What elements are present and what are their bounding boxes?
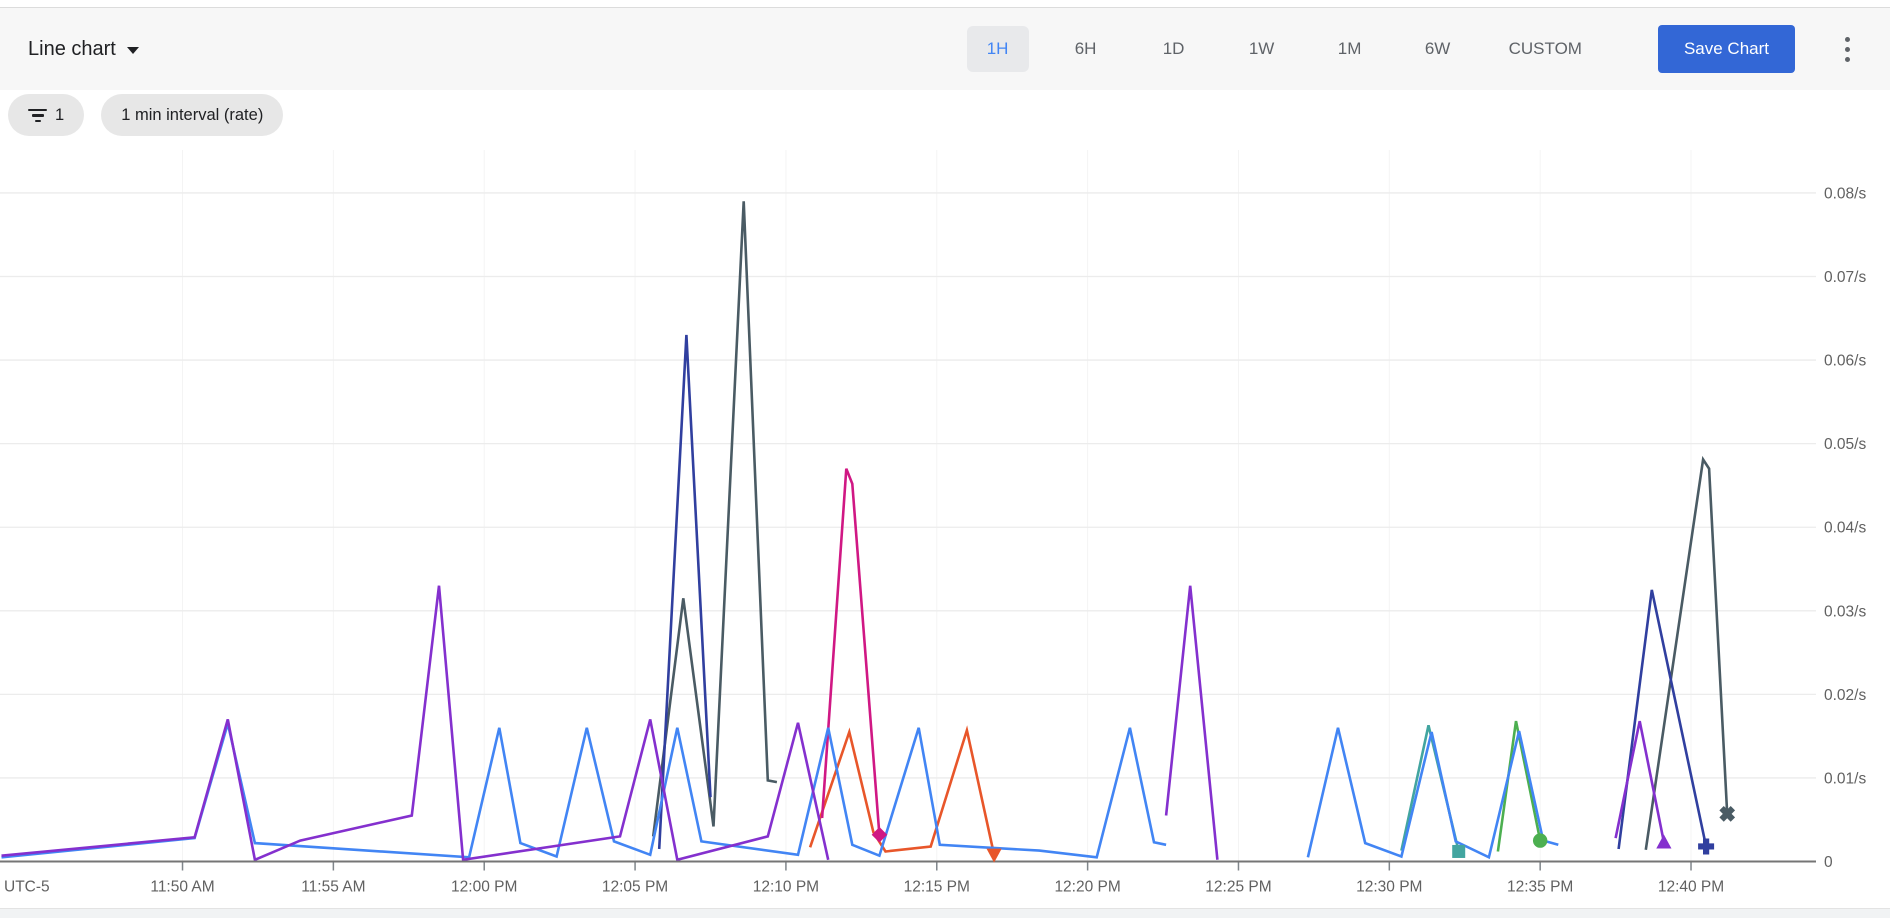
svg-text:12:40 PM: 12:40 PM [1658,879,1724,896]
y-gridlines [0,192,1816,779]
x-axis-ticks [181,862,1692,871]
svg-text:0.06/s: 0.06/s [1824,353,1866,370]
y-tick-labels: 0 0.01/s 0.02/s 0.03/s 0.04/s 0.05/s 0.06/s 0.0… [1824,185,1866,871]
series-line-blue [1,723,1559,860]
filter-count-label: 1 [55,105,65,124]
series-line-navy [657,334,1708,850]
svg-text:11:55 AM: 11:55 AM [301,879,365,896]
more-vert-icon[interactable] [1839,31,1856,68]
timezone-label: UTC-5 [4,879,50,896]
series-line-purple [1,585,1666,862]
save-chart-button[interactable]: Save Chart [1657,25,1795,73]
series-line-green [1496,720,1542,852]
svg-text:12:35 PM: 12:35 PM [1507,879,1573,896]
chart-type-label: Line chart [28,37,116,60]
filter-list-icon [28,108,47,123]
range-button-1m[interactable]: 1M [1319,26,1381,72]
svg-text:0: 0 [1824,854,1833,871]
marker-diamond-series-magenta [871,826,888,843]
svg-text:12:25 PM: 12:25 PM [1205,879,1271,896]
svg-text:11:50 AM: 11:50 AM [150,879,214,896]
svg-text:0.08/s: 0.08/s [1824,185,1866,202]
range-button-custom[interactable]: CUSTOM [1495,26,1596,72]
svg-text:12:15 PM: 12:15 PM [904,879,970,896]
svg-text:12:10 PM: 12:10 PM [753,879,819,896]
svg-text:0.07/s: 0.07/s [1824,269,1866,286]
range-button-6w[interactable]: 6W [1407,26,1469,72]
range-button-1h[interactable]: 1H [966,26,1029,72]
svg-text:0.01/s: 0.01/s [1824,770,1866,787]
interval-chip-label: 1 min interval (rate) [121,105,264,124]
chart-header: Line chart 1H 6H 1D 1W 1M 6W CUSTOM Save Chart [0,7,1890,90]
series-line-teal [1400,724,1460,852]
marker-circle-series-green [1532,833,1548,848]
series-end-markers [871,806,1736,863]
time-range-selector: 1H 6H 1D 1W 1M 6W CUSTOM [966,26,1596,72]
range-button-6h[interactable]: 6H [1055,26,1117,72]
range-button-1w[interactable]: 1W [1231,26,1293,72]
interval-chip[interactable]: 1 min interval (rate) [101,94,284,136]
svg-text:0.02/s: 0.02/s [1824,687,1866,704]
svg-text:0.03/s: 0.03/s [1824,603,1866,620]
x-tick-labels: UTC-5 11:50 AM 11:55 AM 12:00 PM 12:05 PM 12:… [4,879,1724,896]
series-line-slate [651,201,1729,850]
panel-bottom-edge [0,908,1890,918]
chevron-down-icon [126,47,139,54]
svg-text:12:20 PM: 12:20 PM [1054,879,1120,896]
marker-triangle-up-series-purple [1656,834,1672,849]
marker-triangle-down-series-orange [986,848,1002,863]
series-line-orange [808,725,996,856]
filter-count-chip[interactable]: 1 [8,94,85,136]
range-button-1d[interactable]: 1D [1143,26,1205,72]
svg-text:0.04/s: 0.04/s [1824,520,1866,537]
svg-text:0.05/s: 0.05/s [1824,436,1866,453]
chart-type-selector[interactable]: Line chart [28,38,139,61]
marker-x-cross-series-slate [1719,806,1736,822]
svg-text:12:00 PM: 12:00 PM [451,879,517,896]
series-line-magenta [820,468,881,835]
filter-bar: 1 1 min interval (rate) [8,94,284,136]
x-gridlines [182,150,1692,862]
svg-text:12:30 PM: 12:30 PM [1356,879,1422,896]
svg-text:12:05 PM: 12:05 PM [602,879,668,896]
marker-square-series-teal [1452,844,1466,858]
marker-plus-series-navy [1698,838,1715,855]
